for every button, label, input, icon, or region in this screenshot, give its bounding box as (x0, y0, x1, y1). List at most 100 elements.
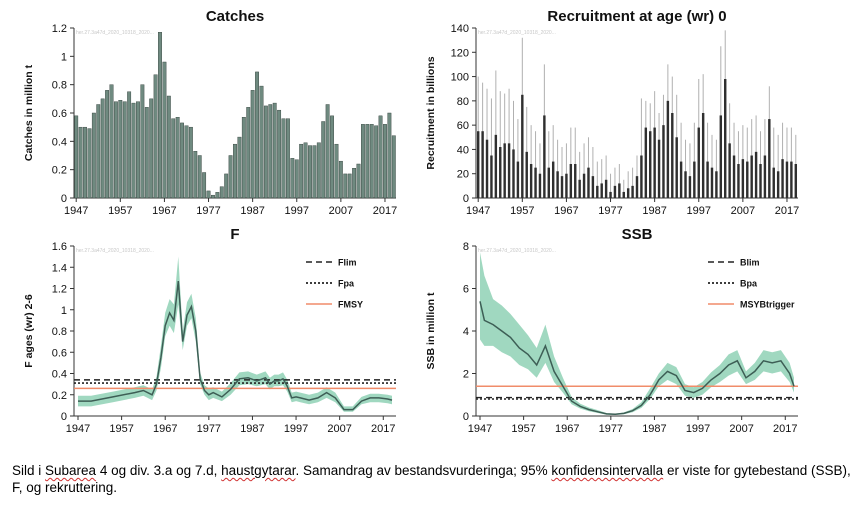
recruitment-bar (728, 143, 731, 198)
catch-bar (369, 124, 374, 199)
catch-bar (184, 125, 189, 199)
recruitment-bar (485, 139, 489, 198)
watermark-text: her.27.3a47d_2020_10318_2020... (478, 248, 556, 254)
recruitment-bar (551, 161, 555, 198)
x-tick-label: 2017 (775, 205, 799, 217)
y-tick-label: 0.2 (52, 165, 67, 177)
recruitment-bar (768, 119, 771, 198)
y-tick-label: 1.2 (52, 23, 67, 35)
catch-bar (100, 98, 105, 199)
x-tick-label: 1957 (109, 423, 133, 435)
y-axis-label: F ages (wr) 2-6 (23, 294, 35, 368)
recruitment-bar (591, 176, 595, 198)
recruitment-bar (693, 161, 696, 198)
recruitment-bar (587, 167, 590, 198)
stock-assessment-figure: her.27.3a47d_2020_10318_2020... Catches Ca… (23, 8, 799, 435)
catch-bar (193, 151, 198, 199)
catch-bar (237, 136, 242, 199)
f-chart: her.27.3a47d_2020_10318_2020... F F ages (… (23, 226, 396, 435)
recruitment-bar (499, 147, 502, 198)
caption-part: Sild i (12, 463, 46, 478)
recruitment-bar (529, 164, 533, 198)
catch-bar (281, 118, 286, 199)
y-tick-label: 1 (61, 51, 67, 63)
catch-bar (158, 32, 162, 199)
y-tick-label: 1 (61, 305, 67, 317)
y-tick-label: 1.6 (52, 241, 67, 253)
figure-caption: Sild i Subarea 4 og div. 3.a og 7.d, hau… (12, 462, 852, 496)
chart-title: F (230, 226, 239, 243)
catch-bar (268, 104, 273, 199)
recruitment-bar (543, 115, 546, 198)
recruitment-bar (675, 137, 678, 198)
catch-bar (122, 101, 127, 199)
recruitment-bar (763, 155, 767, 198)
y-axis-label: Recruitment in billions (425, 56, 437, 169)
recruitment-bar (644, 127, 648, 198)
recruitment-bar (600, 183, 603, 198)
catch-bar (321, 121, 326, 199)
x-tick-label: 2007 (731, 205, 755, 217)
recruitment-bar (556, 171, 559, 198)
recruitment-chart: her.27.3a47d_2020_10318_2020... Recruitme… (425, 8, 799, 217)
catch-bar (153, 74, 158, 199)
catch-bar (91, 112, 96, 199)
catch-bar (188, 126, 193, 199)
watermark-text: her.27.3a47d_2020_10318_2020... (76, 248, 154, 254)
catch-bar (105, 90, 110, 199)
recruitment-bar (618, 183, 621, 198)
y-tick-label: 0 (61, 193, 67, 205)
catches-chart: her.27.3a47d_2020_10318_2020... Catches Ca… (23, 8, 397, 217)
recruitment-bar (754, 151, 758, 198)
recruitment-bar (560, 176, 564, 198)
y-tick-label: 1.2 (52, 284, 67, 296)
recruitment-bar (657, 139, 661, 198)
caption-part: er viste for gytebestand (SSB), F, og re… (12, 463, 851, 495)
catch-bar (144, 107, 149, 199)
ssb-chart: her.27.3a47d_2020_10318_2020... SSB SSB in… (425, 226, 798, 435)
x-tick-label: 1977 (197, 423, 221, 435)
watermark-text: her.27.3a47d_2020_10318_2020... (76, 30, 154, 36)
recruitment-bar (746, 161, 749, 198)
x-tick-label: 2017 (371, 423, 395, 435)
recruitment-bar (785, 161, 789, 198)
recruitment-bar (534, 167, 537, 198)
catch-bar (171, 118, 176, 199)
recruitment-bar (609, 191, 612, 198)
recruitment-bar (750, 155, 753, 198)
x-tick-label: 1987 (642, 205, 666, 217)
catch-bar (383, 124, 387, 199)
catch-bar (316, 142, 321, 199)
catch-bar (365, 124, 370, 199)
recruitment-bar (604, 179, 608, 198)
catch-bar (228, 155, 233, 199)
x-tick-label: 1997 (284, 423, 308, 435)
catch-bar (211, 194, 215, 199)
catch-bar (303, 142, 308, 199)
recruitment-bar (640, 155, 643, 198)
y-tick-label: 4 (463, 326, 469, 338)
catch-bar (87, 128, 92, 199)
recruitment-bar (582, 173, 586, 198)
recruitment-bar (565, 173, 568, 198)
x-tick-label: 2007 (327, 423, 351, 435)
catch-bar (378, 115, 383, 199)
catch-bar (272, 102, 277, 199)
caption-part: 4 og div. 3.a og 7.d, (96, 463, 222, 478)
catch-bar (136, 101, 140, 199)
recruitment-bar (662, 125, 665, 198)
recruitment-bar (494, 134, 498, 198)
catch-bar (78, 126, 83, 199)
series-line (479, 301, 795, 416)
recruitment-bar (759, 164, 762, 198)
x-tick-label: 1977 (196, 205, 220, 217)
catch-bar (162, 61, 167, 199)
legend-label: Flim (338, 258, 357, 268)
catch-bar (294, 159, 299, 199)
catch-bar (140, 84, 145, 199)
y-tick-label: 8 (463, 241, 469, 253)
catch-bar (224, 173, 229, 199)
x-tick-label: 1967 (554, 205, 578, 217)
catch-bar (343, 173, 348, 199)
recruitment-bar (476, 131, 480, 198)
